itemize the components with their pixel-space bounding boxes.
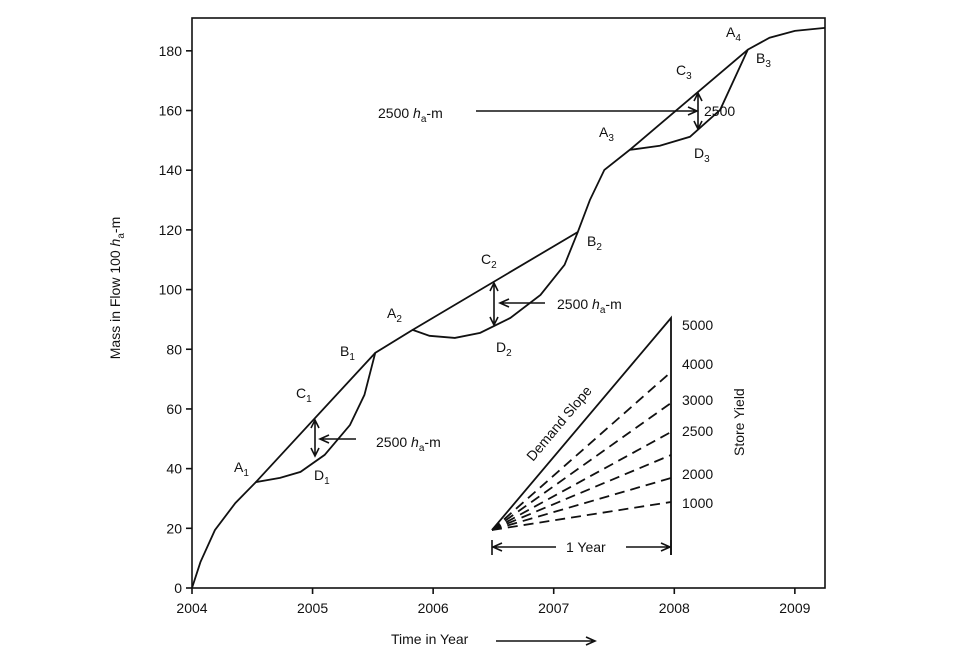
arrow [498,298,545,308]
demand-line [412,231,579,331]
x-tick-label: 2004 [176,600,207,616]
y-tick-label: 20 [166,520,182,536]
yield-line [491,501,672,531]
x-tick-label: 2009 [779,600,810,616]
storage-label: 2500 ha-m [378,105,443,125]
point-label: B1 [340,343,355,363]
plot-area: 2004 2005 2006 2007 2008 2009 0 20 40 60 80 100 120 1… [159,17,826,616]
point-label: A3 [599,124,614,144]
point-label: A2 [387,305,402,325]
demand-line [255,352,376,483]
double-arrow [489,281,499,327]
y-tick-label: 100 [159,282,183,298]
storage-label: 2500 [704,103,735,119]
storage-arrows [310,91,703,458]
point-label: A1 [234,459,249,479]
yield-line [491,431,672,531]
point-label: B2 [587,233,602,253]
point-label: A4 [726,24,741,44]
plot-frame [191,17,826,589]
x-tick-label: 2006 [418,600,449,616]
yield-line [491,402,672,531]
demand-slope-line [491,315,672,555]
demand-line [629,48,749,151]
period-label: 1 Year [566,539,606,555]
point-label: C2 [481,251,497,271]
mass-curve [191,26,826,589]
yield-label: 2000 [682,466,713,482]
x-tick-label: 2008 [659,600,690,616]
yield-line [491,371,672,531]
yield-label: 1000 [682,495,713,511]
y-tick-label: 80 [166,341,182,357]
point-label: C1 [296,385,312,405]
point-label: D3 [694,145,710,165]
y-tick-label: 60 [166,401,182,417]
y-tick-label: 160 [159,103,183,119]
x-tick-label: 2007 [538,600,569,616]
inset: 1 Year Demand Slope Store Yield 5000 400… [491,315,747,555]
x-tick-label: 2005 [297,600,328,616]
period-arrows [491,540,672,555]
yield-label: 5000 [682,317,713,333]
y-tick-label: 0 [174,580,182,596]
y-tick-label: 40 [166,461,182,477]
arrow [476,106,699,116]
storage-label: 2500 ha-m [376,434,441,454]
point-label: B3 [756,50,771,70]
y-tick-label: 180 [159,43,183,59]
point-labels: A1 C1 D1 B1 A2 C2 D2 B2 A3 C3 D3 B3 A4 [234,24,771,487]
double-arrow [310,418,320,458]
yield-label: 2500 [682,423,713,439]
yield-lines [491,371,672,531]
arrow [318,434,356,444]
point-label: D1 [314,467,330,487]
x-axis-label: Time in Year [391,631,469,647]
yield-label: 4000 [682,356,713,372]
point-label: C3 [676,62,692,82]
yield-line [491,454,672,531]
yield-line [491,477,672,531]
storage-label: 2500 ha-m [557,296,622,316]
point-label: D2 [496,339,512,359]
y-axis-label: Mass in Flow 100 ha-m [107,217,127,360]
yield-label: 3000 [682,392,713,408]
y-tick-label: 120 [159,222,183,238]
yield-axis-label: Store Yield [731,388,747,456]
y-tick-label: 140 [159,162,183,178]
x-axis-arrow [496,636,597,646]
